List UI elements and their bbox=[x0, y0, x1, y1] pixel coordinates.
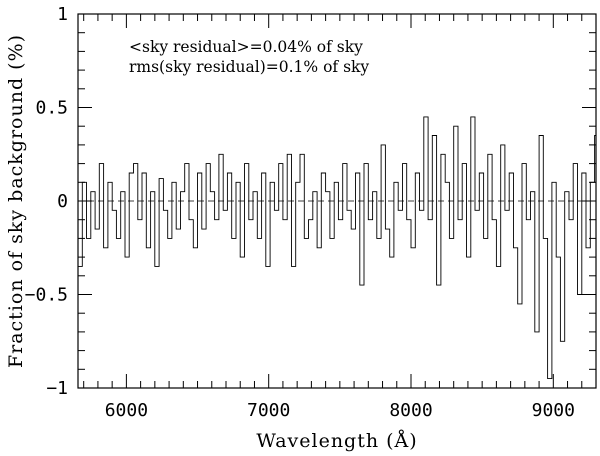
x-tick-label: 7000 bbox=[247, 400, 290, 421]
y-tick-label: 1 bbox=[57, 4, 68, 25]
x-tick-label: 8000 bbox=[389, 400, 432, 421]
y-axis-label: Fraction of sky background (%) bbox=[5, 34, 27, 368]
y-tick-label: −1 bbox=[46, 378, 68, 399]
x-axis-label: Wavelength (Å) bbox=[256, 430, 417, 452]
annotation-mean-residual: <sky residual>=0.04% of sky bbox=[129, 38, 363, 56]
x-tick-label: 6000 bbox=[105, 400, 148, 421]
annotation-rms-residual: rms(sky residual)=0.1% of sky bbox=[129, 58, 369, 76]
x-tick-label: 9000 bbox=[532, 400, 575, 421]
axis-tick-labels: 6000 7000 8000 9000 1 0.5 0 −0.5 −1 bbox=[25, 4, 575, 421]
y-tick-label: 0 bbox=[57, 191, 68, 212]
axis-ticks bbox=[78, 13, 597, 389]
y-tick-label: 0.5 bbox=[35, 98, 68, 119]
sky-residual-trace bbox=[78, 116, 596, 380]
y-tick-label: −0.5 bbox=[25, 285, 68, 306]
